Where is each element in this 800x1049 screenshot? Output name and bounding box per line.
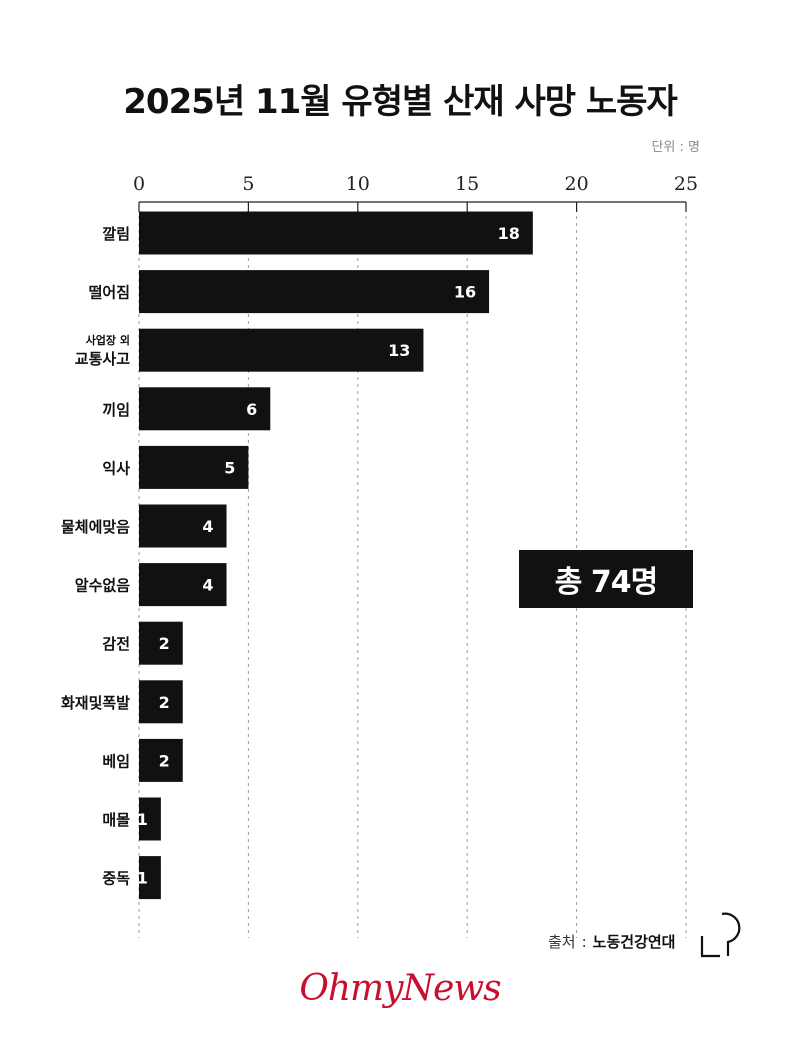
x-tick-label: 20: [565, 173, 589, 195]
source-label: 출처: [548, 933, 576, 951]
source-credit: 출처 : 노동건강연대: [548, 931, 675, 952]
bar-value-label: 4: [202, 517, 213, 536]
category-label: 교통사고: [75, 350, 130, 368]
bar-value-label: 13: [388, 341, 410, 360]
bar-value-label: 2: [159, 634, 170, 653]
x-tick-label: 10: [346, 173, 370, 195]
category-label: 끼임: [102, 401, 130, 419]
x-tick-label: 15: [455, 173, 479, 195]
bar: [139, 621, 183, 665]
bar-value-label: 6: [246, 400, 257, 419]
bar: [139, 211, 533, 255]
bar-value-label: 1: [137, 810, 148, 829]
bar: [139, 680, 183, 724]
bar-value-label: 18: [498, 224, 520, 243]
source-separator: :: [581, 932, 587, 951]
bar-value-label: 2: [159, 751, 170, 770]
category-label: 알수없음: [75, 577, 130, 595]
bar-value-label: 5: [224, 458, 235, 477]
bar-value-label: 1: [137, 869, 148, 888]
bar: [139, 563, 227, 607]
category-label: 떨어짐: [89, 284, 130, 302]
category-label: 중독: [102, 870, 130, 888]
category-label: 사업장 외: [86, 333, 130, 347]
bar: [139, 738, 183, 782]
bar: [139, 445, 249, 489]
bar: [139, 328, 424, 372]
x-tick-label: 5: [242, 173, 254, 195]
category-label: 화재및폭발: [61, 694, 130, 712]
category-label: 물체에맞음: [61, 518, 130, 536]
bar-value-label: 2: [159, 693, 170, 712]
x-tick-label: 0: [133, 173, 145, 195]
category-label: 매몰: [102, 811, 130, 829]
brand-logo: OhmyNews: [299, 968, 501, 1009]
bar: [139, 797, 161, 841]
unit-label: 단위 : 명: [651, 140, 700, 155]
category-label: 깔림: [102, 225, 130, 243]
category-label: 베임: [102, 752, 130, 770]
bar-value-label: 16: [454, 283, 476, 302]
total-badge: 총 74명: [519, 550, 693, 608]
bar: [139, 856, 161, 900]
source-name: 노동건강연대: [592, 933, 676, 951]
bar: [139, 270, 490, 314]
bar-value-label: 4: [202, 576, 213, 595]
bar: [139, 387, 271, 431]
category-label: 감전: [102, 635, 130, 653]
category-label: 익사: [102, 459, 130, 477]
x-tick-label: 25: [674, 173, 698, 195]
source-logo-icon: [700, 912, 741, 958]
bar: [139, 504, 227, 548]
chart-title: 2025년 11월 유형별 산재 사망 노동자: [123, 82, 678, 122]
